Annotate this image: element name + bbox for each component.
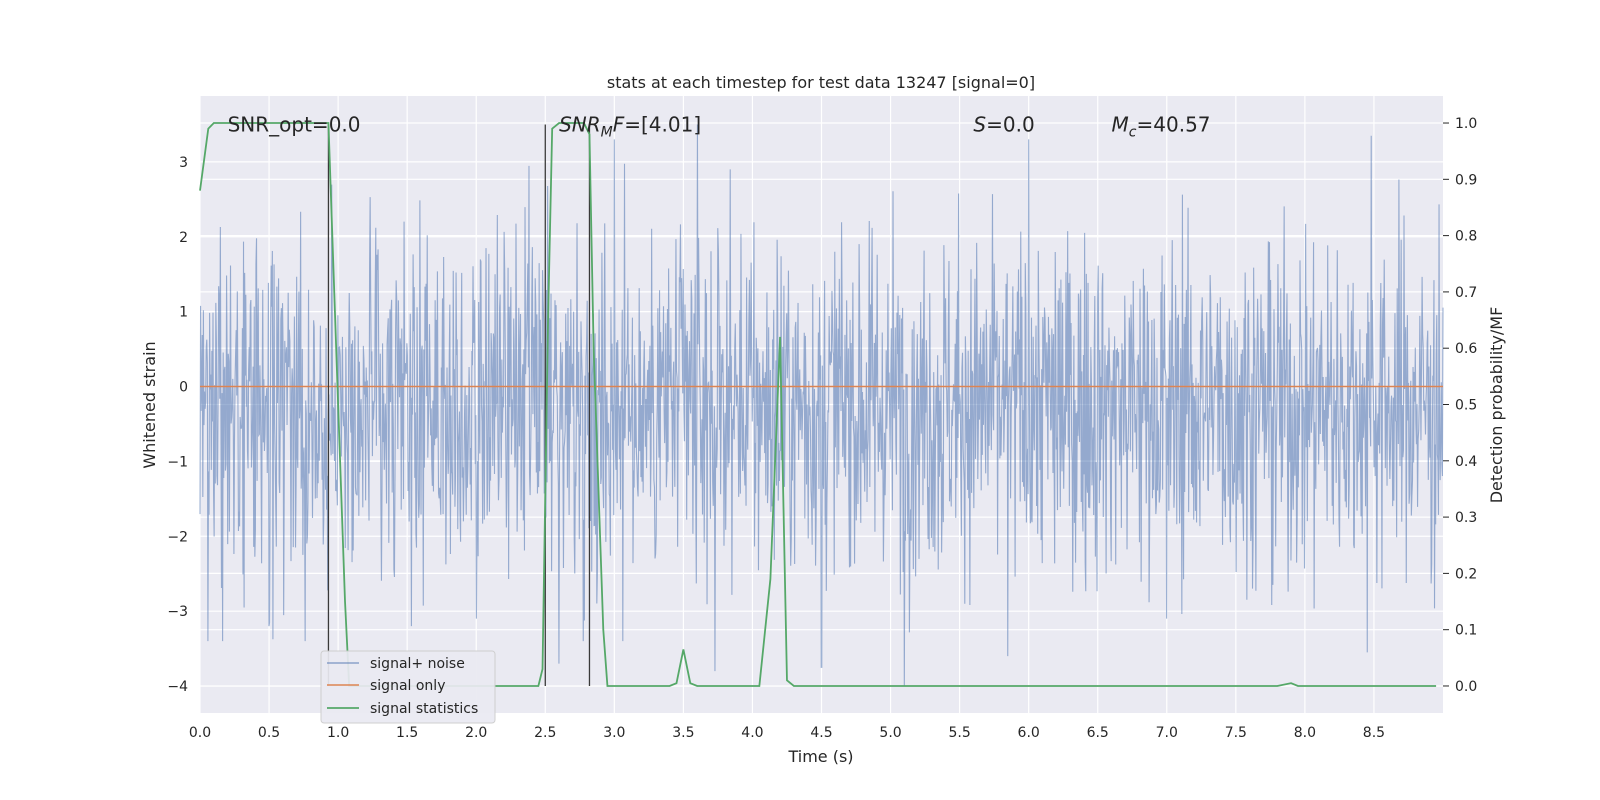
annotation-value: =0.0	[986, 112, 1035, 136]
x-tick-label: 6.5	[1087, 725, 1109, 741]
x-tick-label: 2.5	[534, 725, 556, 741]
annotation-text: S=0.0	[973, 112, 1034, 136]
y-left-tick-label: 3	[179, 155, 188, 171]
annotation-value: =40.57	[1137, 112, 1211, 136]
annotation-value: F	[613, 112, 625, 136]
y-right-tick-label: 0.2	[1455, 566, 1477, 582]
x-tick-label: 5.5	[948, 725, 970, 741]
annotation-text: SNR_opt=0.0	[228, 112, 361, 136]
x-tick-label: 7.5	[1225, 725, 1247, 741]
y-right-tick-label: 1.0	[1455, 116, 1477, 132]
x-tick-label: 4.5	[810, 725, 832, 741]
legend-box	[320, 650, 496, 724]
annotation-subscript: c	[1129, 124, 1137, 140]
y-right-tick-label: 0.0	[1455, 679, 1477, 695]
y-right-tick-label: 0.3	[1455, 510, 1477, 526]
series-signal-noise-line	[199, 124, 1444, 687]
y-right-tick-label: 0.1	[1455, 623, 1477, 639]
x-tick-label: 4.0	[741, 725, 763, 741]
x-tick-label: 7.0	[1156, 725, 1178, 741]
ticks: 0.0 0.5 1.0 1.5 2.0 2.5 3.0 3.5 4.0 4.5 5.0 5.5 6.0 6…	[167, 116, 1477, 741]
chart-title: stats at each timestep for test data 132…	[607, 73, 1035, 92]
x-axis-title: Time (s)	[787, 747, 853, 766]
x-tick-label: 0.0	[189, 725, 211, 741]
y-axis-title-left: Whitened strain	[140, 341, 159, 468]
y-right-tick-label: 0.9	[1455, 172, 1477, 188]
y-left-tick-label: 1	[179, 305, 188, 321]
y-right-tick-label: 0.8	[1455, 229, 1477, 245]
x-tick-label: 8.5	[1363, 725, 1385, 741]
y-left-tick-label: 2	[179, 230, 188, 246]
annotation-symbol: SNR	[559, 112, 601, 136]
x-tick-label: 3.5	[672, 725, 694, 741]
x-tick-label: 5.0	[879, 725, 901, 741]
legend-label-signal-only: signal only	[370, 678, 445, 694]
x-tick-label: 3.0	[603, 725, 625, 741]
legend: signal+ noise signal only signal statist…	[320, 650, 496, 724]
annotation-subscript: M	[601, 124, 613, 140]
y-left-tick-label: −2	[167, 529, 188, 545]
x-tick-label: 2.0	[465, 725, 487, 741]
y-left-tick-label: −3	[167, 604, 188, 620]
x-tick-label: 0.5	[258, 725, 280, 741]
legend-label-signal-noise: signal+ noise	[370, 656, 465, 672]
y-left-tick-label: 0	[179, 380, 188, 396]
y-right-tick-label: 0.5	[1455, 398, 1477, 414]
annotation-value: =[4.01]	[624, 112, 701, 136]
y-right-tick-label: 0.7	[1455, 285, 1477, 301]
y-left-tick-label: −1	[167, 454, 188, 470]
annotation-symbol: M	[1112, 112, 1129, 136]
y-axis-title-right: Detection probability/MF	[1487, 307, 1506, 504]
annotation-text: SNRMF=[4.01]	[559, 112, 701, 140]
series-signal-statistics-line	[199, 122, 1437, 687]
x-tick-label: 1.5	[396, 725, 418, 741]
annotation-text: Mc=40.57	[1112, 112, 1211, 140]
series-layer	[199, 122, 1444, 687]
x-tick-label: 8.0	[1294, 725, 1316, 741]
y-left-tick-label: −4	[167, 679, 188, 695]
x-tick-label: 1.0	[327, 725, 349, 741]
x-tick-label: 6.0	[1018, 725, 1040, 741]
annotation-symbol: S	[973, 112, 986, 136]
legend-label-signal-statistics: signal statistics	[370, 701, 478, 717]
annotations: SNR_opt=0.0 SNRMF=[4.01] S=0.0 Mc=40.57	[228, 112, 1211, 140]
y-right-tick-label: 0.4	[1455, 454, 1477, 470]
y-right-tick-label: 0.6	[1455, 341, 1477, 357]
